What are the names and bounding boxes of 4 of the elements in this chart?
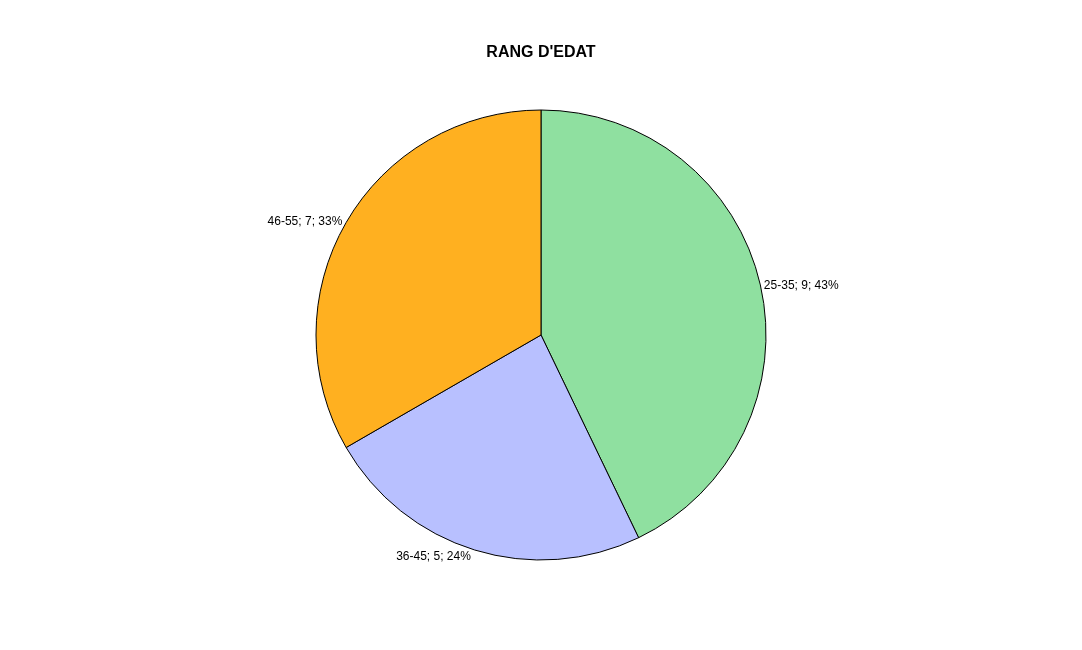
slice-label: 46-55; 7; 33% [267,213,343,228]
slice-label: 25-35; 9; 43% [763,277,839,292]
slice-label: 36-45; 5; 24% [396,549,472,564]
chart-title: RANG D'EDAT [486,42,596,60]
